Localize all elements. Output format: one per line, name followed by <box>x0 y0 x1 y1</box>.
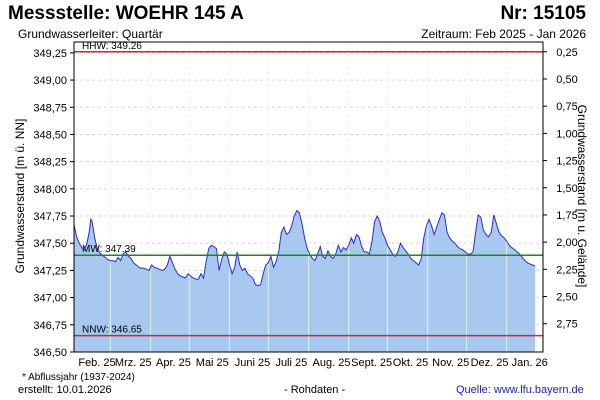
y2-tick-label: 2,00 <box>556 237 577 249</box>
axes: 346,50 346,75 347,00 347,25 347,50 347,75 348,… <box>33 41 578 369</box>
x-tick-label: Juli 25 <box>275 357 307 369</box>
x-tick-label: Juni 25 <box>235 357 270 369</box>
created-date: erstellt: 10.01.2026 <box>18 384 112 396</box>
y2-tick-label: 0,50 <box>556 74 577 86</box>
y2-tick-label: 2,75 <box>556 319 577 331</box>
y-tick-label: 347,00 <box>33 293 67 305</box>
raw-data-note: - Rohdaten - <box>284 384 346 396</box>
x-tick-label: Dez. 25 <box>471 357 509 369</box>
y-tick-label: 346,50 <box>33 347 67 359</box>
y-tick-label: 347,50 <box>33 238 67 250</box>
y-tick-label: 348,25 <box>33 157 67 169</box>
y-tick-label: 347,75 <box>33 211 67 223</box>
reference-lines: HHW: 349.26 MW: 347.39 NNW: 346.65 <box>74 41 543 337</box>
footnote: * Abflussjahr (1937-2024) <box>22 372 135 383</box>
station-title: Messstelle: WOEHR 145 A <box>8 3 244 24</box>
x-tick-label: Sept. 25 <box>351 357 392 369</box>
data-area <box>73 42 536 352</box>
secondary-y-axis-title: Grundwasserstand [m u. Gelände] <box>575 105 589 288</box>
x-tick-label: Nov. 25 <box>432 357 469 369</box>
nnw-label: NNW: 346.65 <box>82 325 142 336</box>
y2-tick-label: 1,25 <box>556 156 577 168</box>
x-tick-label: Mai 25 <box>196 357 229 369</box>
y-tick-label: 348,50 <box>33 129 67 141</box>
y2-tick-label: 0,75 <box>556 101 577 113</box>
y-tick-label: 347,25 <box>33 265 67 277</box>
hhw-label: HHW: 349.26 <box>82 41 142 52</box>
y2-tick-label: 1,75 <box>556 210 577 222</box>
y2-tick-label: 2,50 <box>556 292 577 304</box>
y2-tick-label: 1,00 <box>556 128 577 140</box>
y2-tick-label: 1,50 <box>556 183 577 195</box>
x-tick-label: Mrz. 25 <box>115 357 152 369</box>
x-tick-label: Jan. 26 <box>512 357 548 369</box>
y-tick-label: 348,75 <box>33 102 67 114</box>
mw-label: MW: 347.39 <box>82 244 136 255</box>
x-tick-label: Aug. 25 <box>313 357 351 369</box>
x-tick-label: Feb. 25 <box>78 357 115 369</box>
station-number: Nr: 15105 <box>500 3 586 24</box>
x-tick-label: Okt. 25 <box>393 357 428 369</box>
y2-tick-label: 0,25 <box>556 47 577 59</box>
y2-tick-label: 2,25 <box>556 264 577 276</box>
y-tick-label: 349,00 <box>33 75 67 87</box>
aquifer-label: Grundwasserleiter: Quartär <box>18 27 163 41</box>
period-label: Zeitraum: Feb 2025 - Jan 2026 <box>421 27 586 41</box>
y-tick-label: 346,75 <box>33 320 67 332</box>
x-tick-label: Apr. 25 <box>156 357 191 369</box>
source-link[interactable]: Quelle: www.lfu.bayern.de <box>456 384 584 396</box>
plot-frame <box>73 41 544 353</box>
y-tick-label: 349,25 <box>33 48 67 60</box>
y-axis-title: Grundwasserstand [m ü. NN] <box>13 119 27 274</box>
series-area <box>74 210 536 352</box>
y-tick-label: 348,00 <box>33 184 67 196</box>
series-line <box>73 209 536 287</box>
